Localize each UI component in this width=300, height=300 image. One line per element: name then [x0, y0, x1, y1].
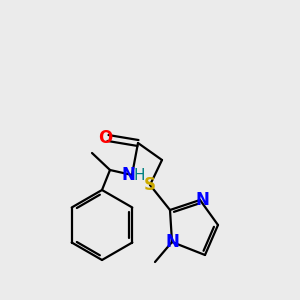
Text: S: S [144, 176, 156, 194]
Text: N: N [195, 191, 209, 209]
Text: H: H [133, 169, 145, 184]
Text: N: N [121, 166, 135, 184]
Text: O: O [98, 129, 112, 147]
Text: N: N [165, 233, 179, 251]
